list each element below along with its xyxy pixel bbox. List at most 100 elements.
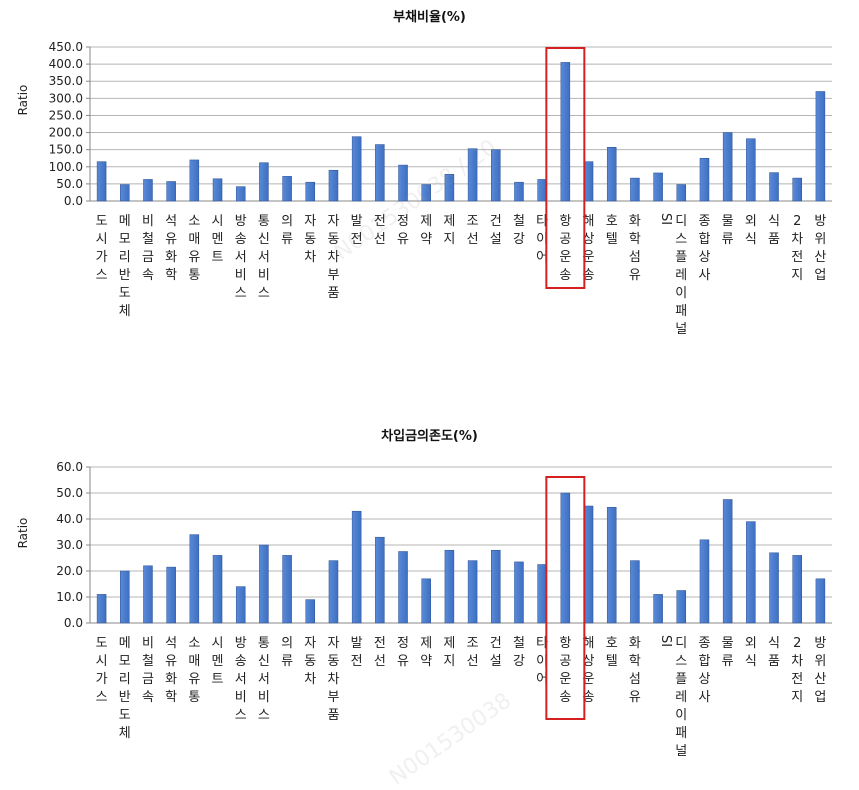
bar-28: [722, 132, 733, 202]
bar-1: [96, 594, 107, 624]
bar-12: [351, 136, 362, 202]
x-tick-label: SI: [658, 213, 673, 225]
bar-24: [630, 560, 640, 624]
bar-16: [444, 174, 455, 202]
bar-12: [351, 510, 362, 624]
bar-14: [398, 551, 408, 624]
bar-32: [815, 578, 826, 624]
bar-20: [537, 564, 547, 624]
bar-10: [305, 599, 316, 624]
y-tick-label: 450.0: [49, 40, 83, 54]
bar-21: [560, 492, 571, 624]
chart-title: 부채비율(%): [393, 10, 466, 25]
bar-13: [375, 144, 385, 202]
bar-27: [699, 539, 710, 624]
bar-20: [537, 179, 547, 202]
bar-19: [514, 561, 524, 624]
y-tick-label: 0.0: [64, 616, 83, 630]
bar-18: [491, 549, 501, 624]
borrowing-dependence-chart: 차입금의존도(%) 0.0 10.0 20.0 30.0 40.0 50.0 60.0 Rat…: [0, 415, 859, 770]
highlight-box: [545, 476, 586, 720]
bar-28: [722, 499, 733, 624]
y-axis-label: Ratio: [16, 518, 30, 549]
bar-3: [143, 565, 153, 624]
bar-30: [769, 552, 779, 624]
bar-26: [676, 184, 687, 202]
y-tick-label: 300.0: [49, 91, 83, 105]
bar-15: [421, 184, 431, 202]
bar-2: [120, 570, 130, 624]
bar-27: [699, 157, 710, 202]
bar-18: [491, 149, 501, 202]
chart-title: 차입금의존도(%): [381, 429, 478, 444]
bar-25: [653, 594, 663, 624]
bar-22: [583, 161, 594, 202]
y-tick-label: 30.0: [56, 538, 83, 552]
y-tick-label: 200.0: [49, 126, 83, 140]
bar-15: [421, 578, 431, 624]
highlight-box: [545, 47, 586, 289]
bar-31: [792, 555, 802, 624]
bar-2: [120, 184, 130, 202]
bar-5: [189, 159, 200, 202]
bar-23: [606, 507, 617, 624]
y-tick-label: 150.0: [49, 143, 83, 157]
bar-17: [467, 148, 478, 202]
bar-7: [235, 186, 246, 202]
bar-30: [769, 172, 779, 202]
bar-9: [282, 555, 292, 624]
bar-6: [212, 555, 223, 624]
y-tick-label: 40.0: [56, 512, 83, 526]
y-tick-label: 100.0: [49, 160, 83, 174]
x-tick-label: SI: [658, 635, 673, 647]
bar-13: [375, 536, 385, 624]
bar-19: [514, 181, 524, 202]
bar-1: [96, 161, 107, 202]
y-axis-label: Ratio: [16, 85, 30, 116]
y-tick-label: 250.0: [49, 108, 83, 122]
bar-11: [328, 169, 339, 202]
bar-11: [328, 560, 339, 624]
y-tick-label: 10.0: [56, 590, 83, 604]
